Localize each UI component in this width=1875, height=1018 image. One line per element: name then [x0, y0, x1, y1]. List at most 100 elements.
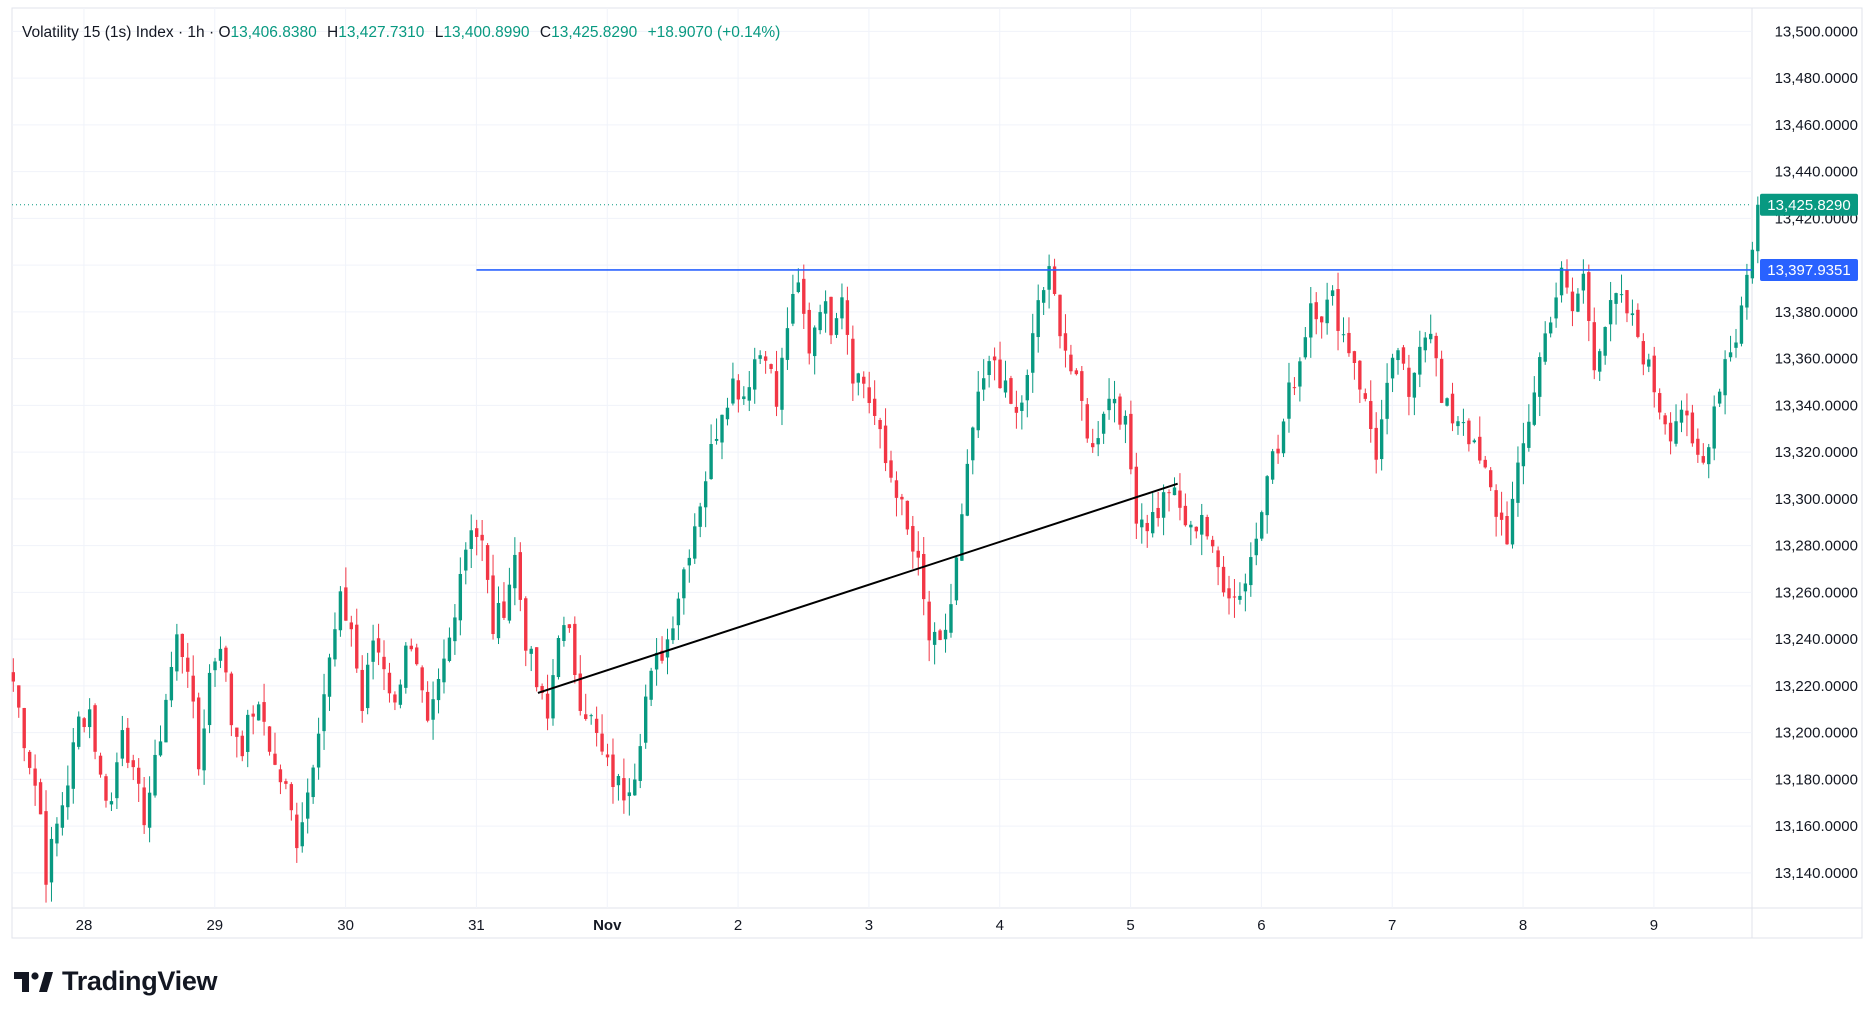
candle-body — [1717, 391, 1722, 404]
support-trendline[interactable] — [537, 482, 1178, 694]
candle-body — [818, 312, 822, 331]
candle-body — [425, 691, 430, 721]
candle-body — [1041, 290, 1046, 303]
candle-body — [856, 373, 860, 383]
candle-body — [1140, 519, 1144, 528]
candle-body — [834, 318, 839, 335]
candle-body — [224, 647, 228, 673]
candle-body — [316, 733, 321, 768]
candle-body — [1074, 370, 1079, 375]
candle-body — [284, 781, 288, 784]
y-tick-label: 13,260.0000 — [1775, 584, 1858, 601]
y-tick-label: 13,280.0000 — [1775, 538, 1858, 555]
candle-body — [1085, 404, 1089, 439]
candle-body — [965, 463, 970, 516]
candle-body — [1014, 406, 1019, 413]
last-price-tag — [1760, 193, 1858, 216]
candle-body — [98, 755, 103, 775]
candle-body — [1319, 316, 1324, 323]
candle-body — [589, 715, 593, 717]
x-tick-label: 9 — [1650, 917, 1658, 934]
candle-body — [104, 776, 108, 801]
candle-body — [82, 718, 86, 728]
candle-body — [551, 675, 555, 719]
candle-body — [1025, 374, 1029, 401]
candle-body — [1325, 299, 1329, 324]
candle-body — [1314, 302, 1318, 320]
candle-body — [1341, 334, 1346, 336]
candle-body — [180, 633, 184, 658]
candle-body — [938, 630, 942, 641]
candle-body — [971, 427, 975, 461]
candle-body — [1630, 313, 1635, 316]
candle-body — [480, 534, 484, 541]
candle-body — [1598, 351, 1602, 372]
candle-body — [1521, 443, 1526, 467]
x-tick-label: 8 — [1519, 917, 1527, 934]
candle-body — [1347, 332, 1351, 354]
candle-body — [175, 634, 179, 672]
low-label: L — [434, 24, 444, 41]
candle-body — [671, 628, 675, 641]
candle-body — [1619, 294, 1624, 296]
candle-body — [1445, 398, 1449, 406]
tradingview-logo[interactable]: TradingView — [14, 966, 218, 997]
candle-body — [1570, 291, 1575, 312]
high-value: 13,427.7310 — [338, 24, 425, 41]
candle-body — [306, 792, 310, 819]
candle-body — [513, 554, 517, 589]
candle-body — [1069, 354, 1073, 372]
x-tick-label: 29 — [206, 917, 223, 934]
candle-body — [344, 587, 348, 621]
candle-body — [911, 526, 915, 552]
candle-body — [1183, 505, 1188, 526]
candle-body — [1696, 438, 1700, 455]
low-value: 13,400.8990 — [443, 24, 530, 41]
candle-body — [60, 805, 65, 828]
candle-body — [1559, 267, 1564, 296]
candle-body — [1467, 420, 1471, 445]
candle-body — [731, 378, 735, 404]
candle-body — [851, 338, 855, 384]
candle-body — [1407, 367, 1411, 397]
candle-body — [137, 767, 141, 784]
candle-body — [1265, 476, 1269, 516]
candle-body — [453, 617, 457, 642]
candle-body — [1701, 456, 1705, 463]
candle-body — [998, 359, 1002, 389]
candle-body — [562, 625, 566, 641]
candle-body — [376, 638, 381, 653]
y-tick-label: 13,500.0000 — [1775, 23, 1858, 40]
candle-body — [518, 552, 522, 600]
symbol-name: Volatility 15 (1s) Index · 1h · — [22, 24, 215, 41]
candle-body — [333, 629, 337, 660]
candle-body — [611, 754, 615, 788]
y-tick-label: 13,480.0000 — [1775, 70, 1858, 87]
candle-body — [529, 648, 533, 654]
candle-body — [1396, 350, 1400, 361]
candle-body — [1456, 421, 1460, 427]
candle-body — [633, 779, 637, 796]
candle-body — [1270, 451, 1275, 480]
candle-body — [1641, 341, 1646, 365]
candle-body — [22, 707, 26, 749]
candle-body — [71, 742, 75, 789]
candle-body — [475, 528, 479, 537]
candle-body — [1581, 273, 1586, 291]
candle-body — [322, 694, 326, 732]
candle-body — [1063, 333, 1068, 351]
candle-body — [545, 693, 550, 719]
candle-body — [126, 727, 130, 763]
candle-body — [1058, 294, 1062, 337]
candle-body — [682, 569, 686, 599]
candle-body — [1172, 487, 1177, 496]
candle-body — [889, 460, 893, 478]
candle-body — [1745, 274, 1749, 308]
candle-body — [714, 438, 719, 441]
candle-body — [1756, 204, 1760, 252]
candle-body — [954, 557, 959, 601]
candle-body — [1052, 266, 1057, 294]
candle-body — [49, 838, 54, 883]
candle-body — [1118, 396, 1122, 425]
